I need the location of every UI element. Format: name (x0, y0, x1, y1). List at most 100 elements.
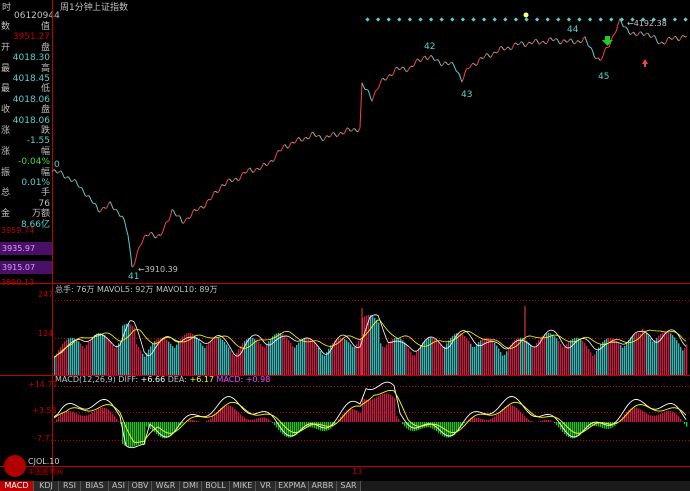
macd-bar (406, 422, 408, 429)
macd-bar (146, 422, 148, 427)
wave-label: 43 (461, 90, 473, 100)
macd-bar (144, 422, 146, 445)
price-segment (451, 61, 454, 65)
price-segment (301, 140, 304, 142)
price-segment (63, 176, 66, 179)
macd-bar (558, 422, 560, 428)
volume-bar (196, 337, 198, 375)
volume-bar (256, 340, 258, 375)
macd-bar (460, 422, 462, 428)
info-value: 3951.27 (12, 32, 50, 43)
macd-bar (178, 422, 180, 428)
volume-bar (628, 339, 630, 375)
tab-dmi[interactable]: DMI (180, 481, 202, 491)
info-value: 4018.06 (12, 94, 50, 105)
volume-bar (236, 352, 238, 375)
tab-macd[interactable]: MACD (0, 481, 34, 491)
info-value: 盘 (40, 42, 50, 53)
volume-bar (372, 316, 374, 375)
macd-chart[interactable] (53, 381, 688, 449)
tab-kdj[interactable]: KDJ (34, 481, 59, 491)
price-segment (96, 206, 99, 211)
price-segment (525, 43, 528, 47)
volume-bar (506, 351, 508, 375)
volume-bar (268, 341, 270, 375)
price-segment (148, 232, 151, 236)
volume-bar (224, 341, 226, 375)
macd-bar (684, 422, 686, 425)
price-segment (200, 205, 203, 208)
price-segment (109, 201, 112, 205)
tab-boll[interactable]: BOLL (202, 481, 230, 491)
volume-bar (168, 341, 170, 375)
tab-wr[interactable]: W&R (152, 481, 180, 491)
price-segment (369, 93, 372, 100)
date-mark: 13 (352, 467, 363, 476)
macd-bar (512, 405, 514, 422)
volume-bar (420, 345, 422, 375)
price-segment (84, 194, 87, 197)
price-chart[interactable] (51, 18, 688, 268)
macd-bar (488, 419, 490, 422)
macd-bar (630, 408, 632, 422)
tab-mike[interactable]: MIKE (230, 481, 256, 491)
macd-bar (154, 422, 156, 433)
price-segment (563, 39, 566, 42)
price-segment (589, 46, 592, 49)
volume-bar (592, 355, 594, 375)
price-segment (299, 138, 302, 142)
info-row: 收盘 (0, 105, 52, 116)
price-segment (316, 135, 319, 138)
tab-sar[interactable]: SAR (337, 481, 361, 491)
volume-bar (606, 338, 608, 375)
price-segment (351, 128, 354, 132)
tab-bias[interactable]: BIAS (81, 481, 109, 491)
volume-bar (302, 339, 304, 375)
price-segment (71, 180, 74, 183)
volume-bar (464, 335, 466, 375)
volume-bar (550, 333, 552, 375)
volume-bar (122, 325, 124, 375)
volume-chart[interactable] (53, 306, 688, 375)
price-tick: 3935.97 (2, 244, 36, 253)
volume-bar (508, 347, 510, 375)
macd-bar (546, 419, 548, 422)
macd-bar (602, 422, 604, 428)
macd-bar (584, 422, 586, 431)
volume-bar (160, 337, 162, 375)
tab-rsi[interactable]: RSI (59, 481, 81, 491)
volume-bar (74, 338, 76, 375)
macd-bar (492, 418, 494, 422)
volume-bar (154, 341, 156, 375)
chart-canvas[interactable] (0, 0, 690, 481)
macd-bar (378, 396, 380, 422)
tab-vr[interactable]: VR (256, 481, 276, 491)
period-label[interactable]: 周1分钟 (60, 3, 93, 13)
tab-obv[interactable]: OBV (129, 481, 152, 491)
price-segment (310, 131, 313, 136)
price-segment (192, 209, 195, 213)
info-panel: 数值 3951.27 开盘 4018.30 最高 4018.45 最低 4018.06 收盘 40… (0, 0, 53, 230)
macd-bar (78, 414, 80, 422)
info-row: -0.04% (0, 157, 52, 168)
tab-asi[interactable]: ASI (109, 481, 129, 491)
volume-bar (126, 323, 128, 375)
tab-expma[interactable]: EXPMA (276, 481, 309, 491)
macd-bar (342, 414, 344, 422)
volume-bar (102, 333, 104, 375)
tab-arbr[interactable]: ARBR (309, 481, 337, 491)
macd-bar (490, 419, 492, 422)
price-segment (472, 62, 475, 65)
volume-bar (336, 339, 338, 375)
price-segment (74, 178, 77, 182)
volume-bar (294, 347, 296, 375)
macd-bar (574, 422, 576, 439)
volume-bar (382, 346, 384, 375)
price-segment (105, 207, 108, 209)
volume-bar (198, 339, 200, 375)
price-segment (129, 245, 132, 258)
volume-bar (348, 342, 350, 375)
info-value: 幅 (40, 146, 50, 157)
volume-bar (298, 342, 300, 375)
macd-bar (662, 412, 664, 422)
